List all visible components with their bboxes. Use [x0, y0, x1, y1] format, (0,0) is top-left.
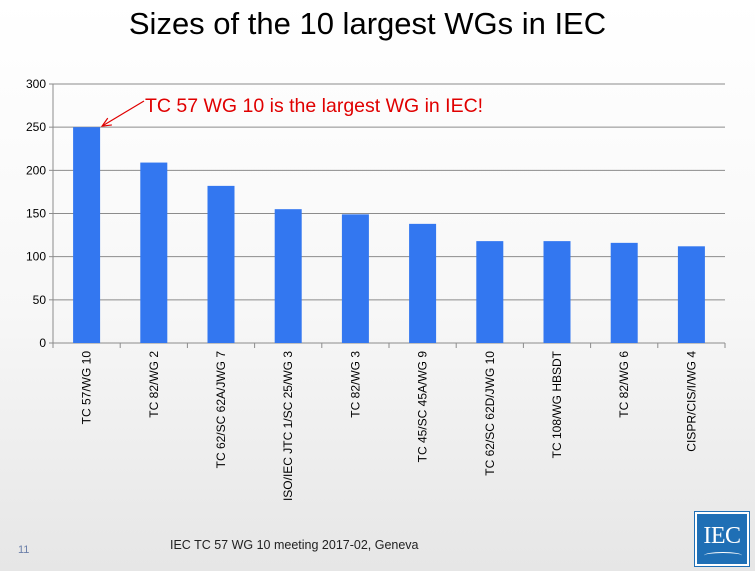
- bar: [73, 127, 101, 344]
- bar: [140, 162, 168, 343]
- category-label: TC 82/WG 2: [147, 351, 161, 418]
- y-tick-label: 150: [26, 207, 46, 221]
- category-label: TC 45/SC 45A/WG 9: [416, 351, 430, 463]
- bar: [610, 242, 638, 343]
- annotation-text: TC 57 WG 10 is the largest WG in IEC!: [145, 95, 483, 117]
- category-label: TC 62/SC 62A/JWG 7: [214, 351, 228, 469]
- category-label: TC 57/WG 10: [80, 351, 94, 425]
- bar: [677, 246, 705, 343]
- y-tick-label: 100: [26, 250, 46, 264]
- category-label: TC 108/WG HBSDT: [550, 350, 564, 458]
- slide-footer: IEC TC 57 WG 10 meeting 2017-02, Geneva: [170, 538, 419, 552]
- category-label: TC 82/WG 6: [617, 351, 631, 418]
- bar: [476, 241, 504, 343]
- bar: [543, 241, 571, 343]
- page-number: 11: [18, 544, 30, 556]
- bar: [409, 223, 437, 343]
- annotation-arrow-head: [100, 117, 112, 127]
- y-tick-label: 200: [26, 163, 46, 177]
- annotation-arrow-line: [101, 100, 145, 127]
- iec-logo: IEC: [694, 511, 750, 567]
- y-tick-label: 250: [26, 120, 46, 134]
- logo-arc: [704, 552, 742, 559]
- category-label: ISO/IEC JTC 1/SC 25/WG 3: [281, 351, 295, 501]
- slide-title: Sizes of the 10 largest WGs in IEC: [128, 6, 607, 41]
- bar: [341, 214, 369, 343]
- y-tick-label: 0: [39, 336, 46, 350]
- category-label: TC 82/WG 3: [348, 351, 362, 418]
- bar: [207, 185, 235, 343]
- y-tick-label: 50: [33, 293, 47, 307]
- bar: [274, 209, 302, 343]
- category-label: CISPR/CIS/I/WG 4: [684, 351, 698, 452]
- logo-text: IEC: [703, 523, 741, 549]
- y-tick-label: 300: [26, 77, 46, 91]
- category-label: TC 62/SC 62D/JWG 10: [483, 351, 497, 476]
